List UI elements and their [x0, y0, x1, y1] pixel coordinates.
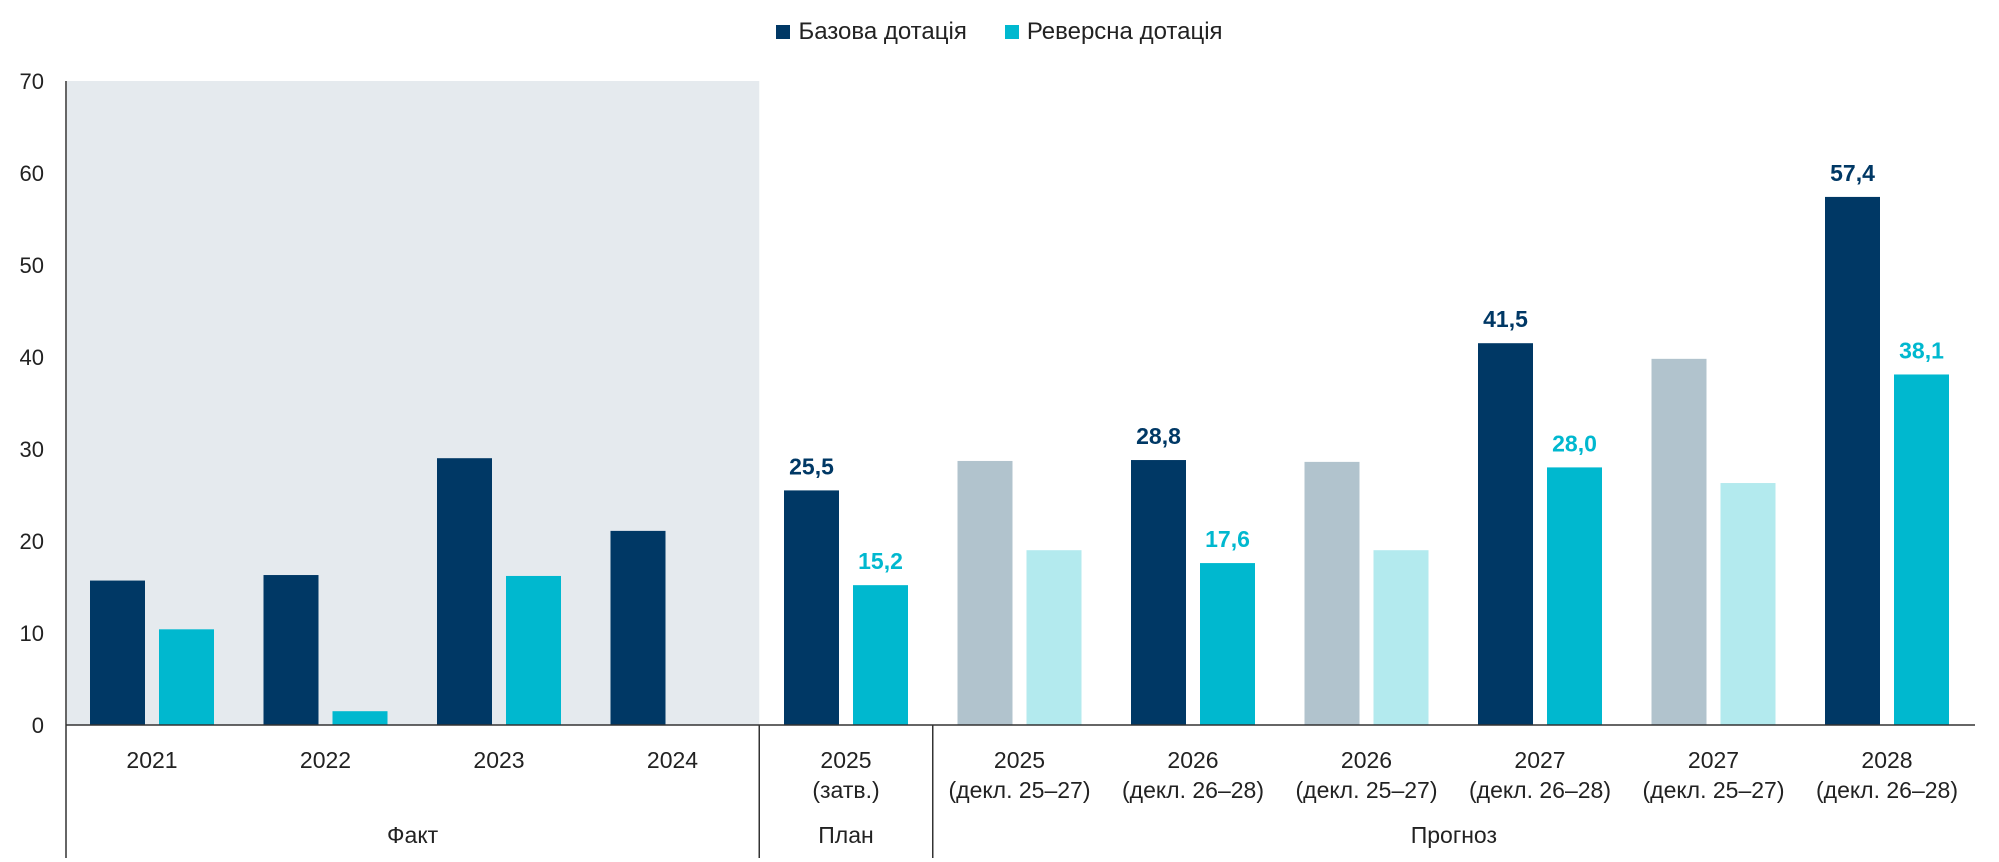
x-tick-label: 2027	[1514, 747, 1565, 773]
legend: Базова дотація Реверсна дотація	[0, 18, 1999, 46]
bar-base	[1651, 358, 1707, 725]
legend-label-reverse: Реверсна дотація	[1026, 18, 1223, 45]
legend-label-base: Базова дотація	[798, 18, 967, 45]
y-tick-label: 20	[20, 529, 44, 554]
data-label-reverse: 38,1	[1899, 337, 1944, 363]
data-label-reverse: 17,6	[1205, 526, 1250, 552]
x-tick-label: 2026	[1341, 747, 1392, 773]
bar-base	[90, 580, 145, 725]
legend-swatch-reverse	[1004, 25, 1019, 39]
x-tick-label: (декл. 26–28)	[1816, 777, 1958, 803]
bar-reverse	[332, 711, 388, 725]
data-label-base: 28,8	[1136, 423, 1181, 449]
x-tick-label: 2027	[1688, 747, 1739, 773]
x-tick-label: (декл. 25–27)	[1295, 777, 1437, 803]
x-tick-label: 2026	[1167, 747, 1218, 773]
x-tick-label: (декл. 26–28)	[1469, 777, 1611, 803]
data-label-base: 41,5	[1483, 306, 1528, 332]
x-tick-label: 2022	[300, 747, 351, 773]
bar-base	[1131, 460, 1186, 725]
x-tick-label: 2024	[647, 747, 698, 773]
bar-base	[1304, 461, 1360, 725]
bar-base	[437, 458, 492, 725]
x-tick-label: 2023	[473, 747, 524, 773]
data-label-base: 25,5	[789, 453, 834, 479]
data-label-base: 57,4	[1830, 160, 1875, 186]
y-tick-label: 30	[20, 437, 44, 462]
bar-base	[610, 530, 666, 725]
x-tick-label: 2025	[820, 747, 871, 773]
y-tick-label: 60	[20, 161, 44, 186]
x-tick-label: 2021	[126, 747, 177, 773]
bar-reverse	[853, 585, 908, 725]
bar-base	[263, 575, 319, 725]
bar-reverse	[1894, 374, 1949, 725]
x-tick-label: (декл. 26–28)	[1122, 777, 1264, 803]
group-label: Факт	[387, 822, 439, 848]
group-label: План	[818, 822, 873, 848]
bar-base	[957, 460, 1013, 725]
bar-reverse	[159, 629, 214, 725]
bar-reverse	[1026, 550, 1082, 725]
x-tick-label: (затв.)	[812, 777, 879, 803]
bar-base	[1478, 343, 1533, 725]
legend-swatch-base	[776, 25, 791, 39]
y-tick-label: 10	[20, 621, 44, 646]
bar-reverse	[1200, 563, 1255, 725]
group-label: Прогноз	[1411, 822, 1497, 848]
y-tick-label: 0	[32, 713, 44, 738]
x-tick-label: 2025	[994, 747, 1045, 773]
bar-reverse	[1720, 483, 1776, 725]
x-tick-label: (декл. 25–27)	[1642, 777, 1784, 803]
bar-reverse	[506, 575, 561, 725]
x-tick-label: 2028	[1861, 747, 1912, 773]
legend-item-base: Базова дотація	[776, 18, 967, 46]
y-tick-label: 50	[20, 253, 44, 278]
data-label-reverse: 28,0	[1552, 430, 1597, 456]
data-label-reverse: 15,2	[858, 548, 903, 574]
y-tick-label: 70	[20, 69, 44, 94]
legend-item-reverse: Реверсна дотація	[1004, 18, 1223, 46]
bar-base	[784, 490, 839, 725]
bar-reverse	[1373, 550, 1429, 725]
bar-reverse	[1547, 467, 1602, 725]
bar-base	[1825, 196, 1880, 726]
y-tick-label: 40	[20, 345, 44, 370]
x-tick-label: (декл. 25–27)	[948, 777, 1090, 803]
